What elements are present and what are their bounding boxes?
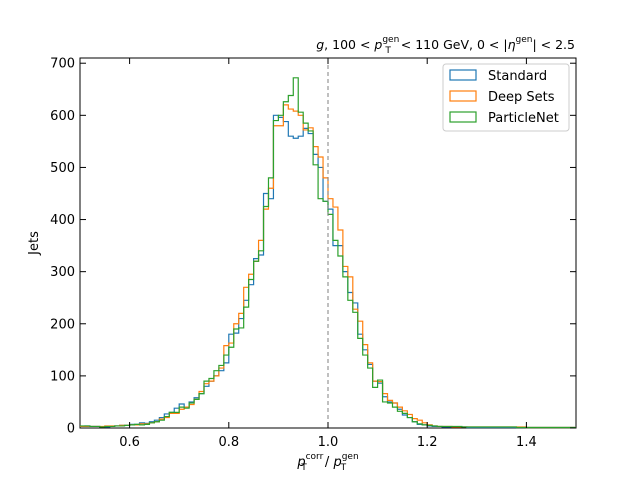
chart-title: g, 100 < pgen T < 110 GeV, 0 < |ηgen| < 2… bbox=[316, 35, 575, 56]
y-tick-label: 0 bbox=[67, 422, 75, 437]
legend-label-deep-sets: Deep Sets bbox=[488, 90, 555, 105]
legend-label-standard: Standard bbox=[488, 69, 547, 84]
x-tick-label: 1.2 bbox=[417, 435, 438, 450]
x-tick-label: 1.0 bbox=[318, 435, 339, 450]
y-tick-label: 500 bbox=[50, 161, 75, 176]
y-tick-label: 700 bbox=[50, 57, 75, 72]
y-axis-title: Jets bbox=[27, 231, 42, 256]
x-tick-label: 0.8 bbox=[218, 435, 239, 450]
y-tick-label: 100 bbox=[50, 369, 75, 384]
series-line-particlenet bbox=[80, 77, 576, 429]
legend-swatch-particlenet bbox=[449, 111, 477, 123]
y-tick-label: 300 bbox=[50, 265, 75, 280]
y-tick-label: 600 bbox=[50, 109, 75, 124]
x-tick-label: 1.4 bbox=[516, 435, 537, 450]
legend-frame bbox=[442, 63, 570, 132]
series-line-deep-sets bbox=[80, 104, 576, 429]
legend-swatch-standard bbox=[449, 69, 477, 81]
y-tick-label: 200 bbox=[50, 317, 75, 332]
legend-label-particlenet: ParticleNet bbox=[488, 111, 559, 126]
y-tick-label: 400 bbox=[50, 213, 75, 228]
x-tick-label: 0.6 bbox=[119, 435, 140, 450]
x-axis-title: pcorr T / pgen T bbox=[296, 452, 358, 473]
legend-swatch-deep-sets bbox=[449, 90, 477, 102]
legend: Standard Deep Sets ParticleNet bbox=[442, 63, 570, 132]
